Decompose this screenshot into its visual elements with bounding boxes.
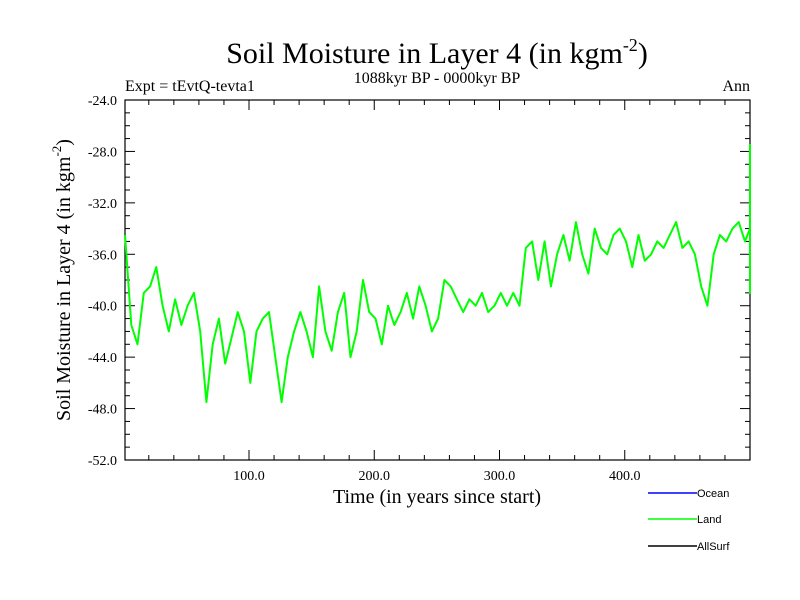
y-tick-label: -24.0 bbox=[88, 94, 117, 109]
legend-label-land: Land bbox=[697, 514, 721, 526]
legend-item-allsurf: AllSurf bbox=[648, 541, 730, 553]
y-axis-label: Soil Moisture in Layer 4 (in kgm-2) bbox=[49, 139, 75, 421]
expt-label: Expt = tEvtQ-tevta1 bbox=[125, 78, 255, 95]
legend: Ocean Land AllSurf bbox=[648, 488, 730, 553]
legend-item-land: Land bbox=[648, 514, 721, 526]
chart-subtitle: 1088kyr BP - 0000kyr BP bbox=[354, 70, 521, 87]
period-label: Ann bbox=[722, 78, 750, 95]
tick-marks bbox=[125, 99, 750, 461]
legend-label-ocean: Ocean bbox=[697, 488, 729, 500]
y-tick-label: -52.0 bbox=[88, 454, 117, 469]
y-tick-label: -40.0 bbox=[88, 300, 117, 315]
tick-labels: -24.0 -28.0 -32.0 -36.0 -40.0 -44.0 -48.0 -52.0… bbox=[88, 94, 641, 484]
y-tick-label: -44.0 bbox=[88, 351, 117, 366]
x-axis-label: Time (in years since start) bbox=[333, 486, 541, 508]
axes-group bbox=[124, 99, 751, 461]
plot-frame bbox=[124, 99, 751, 461]
x-tick-label: 300.0 bbox=[484, 469, 516, 484]
y-tick-label: -28.0 bbox=[88, 145, 117, 160]
x-tick-label: 100.0 bbox=[233, 469, 265, 484]
x-tick-label: 400.0 bbox=[609, 469, 641, 484]
x-tick-label: 200.0 bbox=[358, 469, 390, 484]
y-tick-label: -48.0 bbox=[88, 403, 117, 418]
series-layer bbox=[124, 144, 751, 404]
y-tick-label: -36.0 bbox=[88, 248, 117, 263]
chart-title: Soil Moisture in Layer 4 (in kgm-2) bbox=[226, 35, 648, 70]
series-line-land bbox=[124, 144, 751, 404]
y-tick-label: -32.0 bbox=[88, 197, 117, 212]
legend-item-ocean: Ocean bbox=[648, 488, 729, 500]
legend-label-allsurf: AllSurf bbox=[697, 541, 730, 553]
